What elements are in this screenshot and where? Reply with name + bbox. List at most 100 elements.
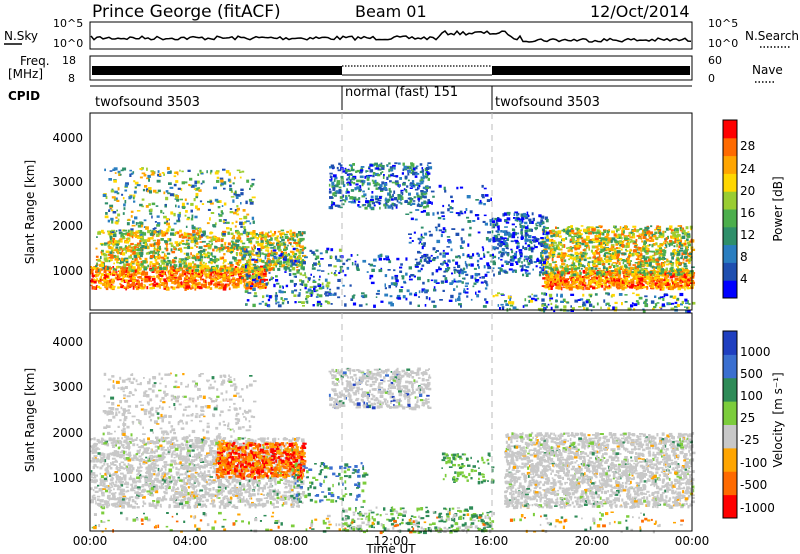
power-cell <box>332 166 335 169</box>
power-cell <box>274 246 276 250</box>
power-cell <box>572 278 576 282</box>
power-cell <box>201 240 206 243</box>
power-cell <box>109 267 113 269</box>
power-cell <box>116 255 119 259</box>
power-cell <box>545 274 549 276</box>
power-cell <box>215 258 218 262</box>
power-cell <box>261 234 265 236</box>
power-cell <box>398 201 401 204</box>
power-cell <box>173 275 176 279</box>
power-cell <box>337 204 341 208</box>
power-cell <box>672 252 676 256</box>
power-cell <box>544 281 549 284</box>
power-cell <box>119 252 123 255</box>
power-cell <box>268 267 273 271</box>
power-cell <box>675 236 680 240</box>
power-cell <box>616 230 618 233</box>
power-cell <box>644 247 649 251</box>
power-cell <box>107 253 112 256</box>
power-cell <box>570 274 574 277</box>
power-cell <box>237 235 241 239</box>
power-cell <box>429 233 433 237</box>
power-cell <box>621 252 625 256</box>
power-cell <box>378 269 383 273</box>
power-cell <box>377 183 380 186</box>
power-cell <box>272 249 277 252</box>
power-cell <box>222 273 226 276</box>
power-cell <box>414 265 419 268</box>
power-cell <box>200 271 204 274</box>
power-cell <box>421 192 423 196</box>
power-cell <box>574 285 576 289</box>
power-cell <box>148 280 153 283</box>
power-cell <box>288 253 291 256</box>
power-cell <box>260 273 263 276</box>
power-cell <box>143 273 146 276</box>
power-cell <box>265 242 268 245</box>
power-cell <box>267 260 271 264</box>
power-cell <box>108 246 112 250</box>
power-cell <box>153 267 157 272</box>
power-cell <box>671 284 674 287</box>
power-cell <box>194 244 197 247</box>
power-cell <box>185 243 188 246</box>
power-cell <box>215 170 220 173</box>
power-cell <box>161 270 164 273</box>
power-cell <box>312 281 317 283</box>
power-cell <box>421 290 423 293</box>
power-cell <box>133 194 136 198</box>
power-cell <box>456 285 458 288</box>
power-cell <box>342 170 346 173</box>
power-cell <box>155 270 160 274</box>
power-cell <box>90 268 94 273</box>
power-cell <box>646 277 650 280</box>
power-cell <box>159 285 161 289</box>
power-cell <box>185 285 188 289</box>
power-cell <box>174 275 177 277</box>
power-cell <box>427 199 430 202</box>
power-cell <box>274 294 278 297</box>
power-cell <box>355 183 359 186</box>
power-cell <box>219 247 223 250</box>
power-cell <box>146 286 149 290</box>
power-cell <box>229 211 234 214</box>
power-cell <box>215 240 218 243</box>
power-cell <box>310 273 312 276</box>
power-cell <box>657 285 660 288</box>
power-cell <box>159 229 162 233</box>
power-cell <box>190 202 194 206</box>
power-cell <box>221 212 224 215</box>
power-cell <box>270 254 274 257</box>
power-cell <box>483 252 485 256</box>
power-cell <box>164 253 166 257</box>
power-cell <box>298 263 302 266</box>
power-cell <box>687 243 691 247</box>
power-cell <box>601 285 604 288</box>
power-cell <box>249 222 252 225</box>
power-cell <box>212 267 215 270</box>
power-cell <box>143 279 145 281</box>
power-cell <box>318 278 321 281</box>
power-cell <box>425 167 430 170</box>
power-cell <box>592 280 596 284</box>
power-cell <box>196 255 200 259</box>
power-cell <box>676 230 679 234</box>
power-cell <box>237 260 242 264</box>
power-cell <box>609 250 611 252</box>
power-cell <box>234 190 237 194</box>
power-cell <box>100 243 104 246</box>
power-cell <box>141 198 145 201</box>
power-cell <box>468 263 471 267</box>
power-cell <box>169 243 172 245</box>
power-cell <box>367 175 370 179</box>
power-cell <box>648 244 651 246</box>
power-cell <box>284 233 288 236</box>
power-cell <box>554 278 557 281</box>
power-cell <box>194 227 199 230</box>
power-cell <box>660 263 664 267</box>
power-cell <box>410 163 415 167</box>
power-cell <box>555 233 559 237</box>
power-cell <box>176 231 180 235</box>
power-cell <box>231 241 235 245</box>
